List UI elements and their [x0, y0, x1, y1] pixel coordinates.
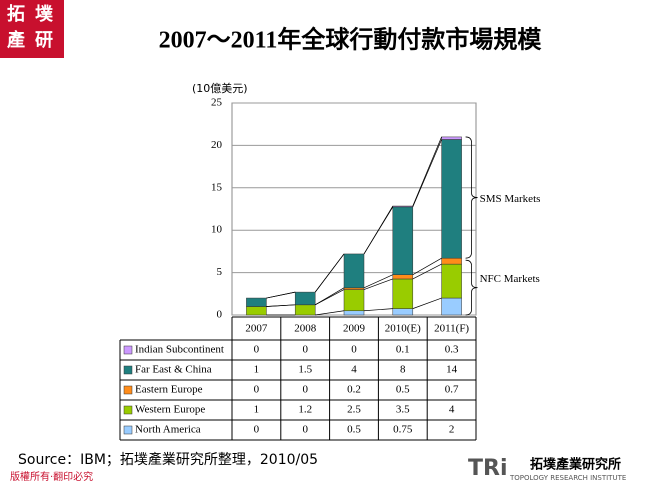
annotation: SMS Markets — [480, 193, 541, 205]
bar-segment — [343, 310, 365, 316]
org-name: 拓墣產業研究所 — [530, 457, 621, 473]
series-line — [314, 253, 345, 293]
x-tick-label: 2009 — [343, 323, 366, 335]
logo-char: 研 — [35, 30, 53, 51]
series-line — [315, 310, 345, 316]
table-value: 1 — [254, 364, 260, 376]
table-value: 2 — [449, 424, 455, 436]
x-tick-label: 2011(F) — [434, 323, 469, 335]
y-unit: (10億美元) — [192, 82, 248, 95]
table-value: 0.2 — [347, 384, 361, 396]
bar-segment — [392, 278, 414, 309]
series-line — [412, 139, 442, 208]
bar-segment — [246, 297, 267, 307]
legend-label: Indian Subcontinent — [135, 344, 224, 356]
logo-box — [0, 0, 64, 58]
table-value: 0.5 — [347, 424, 361, 436]
series-line — [363, 274, 393, 289]
series-line — [363, 205, 394, 255]
table-value: 1.5 — [298, 364, 312, 376]
copyright: 版權所有‧翻印必究 — [10, 470, 93, 483]
series-line — [412, 263, 442, 280]
logo-char: 墣 — [35, 4, 53, 25]
bar-segment — [392, 205, 414, 208]
series-line — [266, 304, 296, 307]
bar-segment — [441, 297, 462, 316]
table-value: 0 — [302, 384, 308, 396]
legend-swatch — [123, 405, 133, 415]
legend-label: Eastern Europe — [135, 384, 203, 396]
table-value: 0.5 — [396, 384, 410, 396]
x-tick-label: 2008 — [294, 323, 317, 335]
bar-segment — [441, 257, 462, 265]
bar-segment — [294, 304, 316, 316]
annotation: NFC Markets — [480, 273, 540, 285]
logo-char: 產 — [7, 29, 25, 51]
org-english: TOPOLOGY RESEARCH INSTITUTE — [509, 474, 626, 482]
series-line — [266, 291, 296, 299]
bar-segment — [294, 291, 316, 306]
legend-swatch — [123, 425, 133, 435]
bar-segment — [246, 306, 267, 316]
x-tick-label: 2010(E) — [385, 323, 421, 335]
series-line — [412, 136, 442, 207]
chart-title: 2007～2011年全球行動付款市場規模 — [159, 26, 543, 54]
table-value: 0 — [254, 384, 260, 396]
table-value: 2.5 — [347, 404, 361, 416]
y-tick-label: 25 — [211, 97, 223, 109]
y-tick-label: 5 — [217, 266, 223, 278]
legend-swatch — [123, 385, 133, 395]
bar-segment — [441, 263, 462, 299]
y-tick-label: 15 — [211, 181, 223, 193]
table-value: 0.1 — [396, 344, 410, 356]
table-value: 1.2 — [298, 404, 312, 416]
table-value: 0.3 — [445, 344, 459, 356]
table-value: 0.7 — [445, 384, 459, 396]
bar-segment — [392, 308, 414, 316]
table-value: 0.75 — [393, 424, 413, 436]
series-line — [412, 257, 442, 276]
table-value: 0 — [302, 344, 308, 356]
legend-swatch — [123, 365, 133, 375]
source: Source：IBM；拓墣產業研究所整理，2010/05 — [18, 451, 318, 468]
table-value: 4 — [351, 364, 357, 376]
series-line — [363, 278, 393, 290]
org-mark: TRi — [468, 456, 508, 481]
bar-segment — [441, 139, 462, 259]
series-line — [363, 308, 393, 312]
brace — [465, 136, 478, 259]
legend-label: North America — [135, 424, 201, 436]
table-value: 0 — [302, 424, 308, 436]
x-tick-label: 2007 — [245, 323, 268, 335]
table-value: 0 — [351, 344, 357, 356]
series-line — [315, 287, 345, 306]
bar-segment — [343, 287, 365, 290]
y-tick-label: 20 — [211, 139, 223, 151]
table-value: 0 — [254, 424, 260, 436]
bar-segment — [392, 274, 414, 280]
y-tick-label: 10 — [211, 224, 223, 236]
table-value: 4 — [449, 404, 455, 416]
legend-label: Western Europe — [135, 404, 205, 416]
bar-segment — [441, 136, 462, 140]
logo-char: 拓 — [7, 3, 25, 25]
brace — [465, 259, 478, 316]
bar-segment — [343, 289, 365, 312]
bar-segment — [343, 253, 365, 289]
legend-swatch — [123, 345, 133, 355]
legend-label: Far East & China — [135, 364, 212, 376]
table-value: 3.5 — [396, 404, 410, 416]
bar-segment — [392, 206, 414, 275]
y-tick-label: 0 — [217, 309, 223, 321]
table-value: 1 — [254, 404, 260, 416]
series-line — [412, 297, 442, 309]
table-value: 0 — [254, 344, 260, 356]
table-value: 8 — [400, 364, 406, 376]
table-value: 14 — [446, 364, 458, 376]
